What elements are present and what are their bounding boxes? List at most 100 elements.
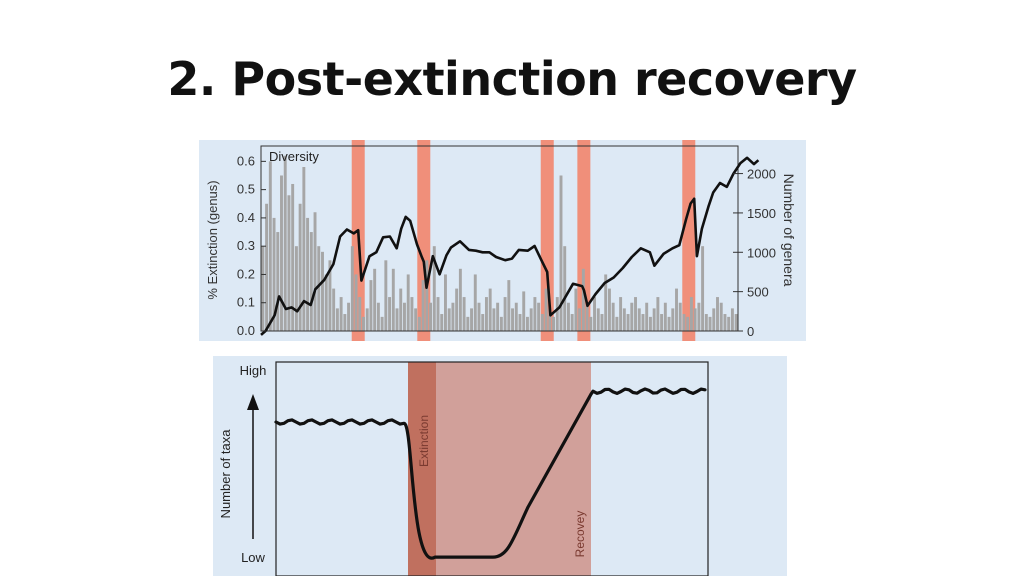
extinction-bar xyxy=(432,246,436,331)
right-tick-label: 0 xyxy=(747,324,754,339)
extinction-bar xyxy=(611,302,615,331)
extinction-bar xyxy=(507,280,511,331)
extinction-bar xyxy=(619,297,623,331)
extinction-bar xyxy=(462,297,466,331)
extinction-bar xyxy=(566,302,570,331)
extinction-event-band xyxy=(682,140,696,341)
extinction-bar xyxy=(440,314,444,331)
extinction-bar xyxy=(518,314,522,331)
right-tick-label: 500 xyxy=(747,285,769,300)
extinction-bar xyxy=(604,274,608,331)
extinction-bar xyxy=(380,316,384,331)
extinction-bar xyxy=(268,161,272,331)
extinction-bar xyxy=(272,217,276,331)
extinction-bar xyxy=(712,308,716,331)
extinction-bar xyxy=(730,308,734,331)
right-tick-label: 1000 xyxy=(747,245,776,260)
extinction-bar xyxy=(701,246,705,331)
extinction-bar xyxy=(470,308,474,331)
extinction-bar xyxy=(354,274,358,331)
extinction-bar xyxy=(492,308,496,331)
extinction-label: Extinction xyxy=(417,415,431,467)
y-axis-label: Number of taxa xyxy=(218,429,233,519)
extinction-bar xyxy=(488,288,492,331)
extinction-bar xyxy=(615,316,619,331)
extinction-bar xyxy=(499,316,503,331)
extinction-bar xyxy=(555,297,559,331)
extinction-bar xyxy=(663,302,667,331)
extinction-bar xyxy=(708,316,712,331)
schematic-svg: High Low Number of taxa Extinction Recov… xyxy=(213,356,787,577)
extinction-bar xyxy=(283,155,287,331)
extinction-bar xyxy=(675,288,678,331)
extinction-bar xyxy=(660,314,664,331)
right-tick-label: 2000 xyxy=(747,167,776,182)
extinction-bar xyxy=(671,308,675,331)
extinction-bar xyxy=(369,280,373,331)
extinction-bar xyxy=(414,308,418,331)
extinction-bar xyxy=(429,302,433,331)
extinction-bar xyxy=(287,195,291,331)
left-tick-label: 0.1 xyxy=(237,295,255,310)
extinction-bar xyxy=(593,297,596,331)
extinction-bar xyxy=(682,314,686,331)
extinction-bar xyxy=(693,308,697,331)
extinction-bar xyxy=(444,274,447,331)
extinction-bar xyxy=(410,297,414,331)
extinction-bar xyxy=(570,314,574,331)
right-tick-label: 1500 xyxy=(747,206,776,221)
extinction-bar xyxy=(626,314,630,331)
extinction-bar xyxy=(678,302,682,331)
extinction-bar xyxy=(634,297,637,331)
extinction-event-band xyxy=(577,140,591,341)
extinction-bar xyxy=(335,308,339,331)
extinction-bar xyxy=(309,232,313,331)
extinction-bar xyxy=(388,297,392,331)
extinction-bar xyxy=(529,308,533,331)
extinction-bar xyxy=(637,308,641,331)
extinction-bar xyxy=(261,246,265,331)
extinction-bar xyxy=(645,302,649,331)
extinction-bar xyxy=(324,274,328,331)
taxa-curve xyxy=(274,387,707,560)
extinction-bar xyxy=(395,308,399,331)
extinction-bar xyxy=(436,297,440,331)
extinction-bar xyxy=(425,260,429,331)
extinction-bar xyxy=(704,314,708,331)
extinction-bar xyxy=(376,302,380,331)
extinction-bar xyxy=(477,302,481,331)
extinction-bar xyxy=(265,203,269,331)
extinction-bar xyxy=(514,302,518,331)
extinction-bar xyxy=(686,316,690,331)
extinction-bar xyxy=(578,308,582,331)
extinction-bar xyxy=(447,308,451,331)
extinction-bar xyxy=(391,268,395,331)
y-tick-high: High xyxy=(240,363,267,378)
extinction-bar xyxy=(581,268,585,331)
extinction-bar xyxy=(473,274,477,331)
extinction-bar xyxy=(458,268,462,331)
extinction-bar xyxy=(403,302,406,331)
extinction-bar xyxy=(525,316,529,331)
extinction-bar xyxy=(417,316,421,331)
extinction-event-band xyxy=(540,140,554,341)
extinction-bar xyxy=(716,297,719,331)
extinction-bar xyxy=(466,316,470,331)
extinction-bar xyxy=(563,246,567,331)
extinction-bar xyxy=(481,314,485,331)
extinction-bar xyxy=(339,297,343,331)
extinction-bar xyxy=(630,302,634,331)
up-arrow-icon xyxy=(247,394,259,410)
extinction-bar xyxy=(552,316,555,331)
right-axis-label: Number of genera xyxy=(781,174,797,287)
extinction-bar xyxy=(503,297,507,331)
extinction-bar xyxy=(522,291,526,331)
extinction-bar xyxy=(399,288,403,331)
extinction-bar xyxy=(641,314,645,331)
extinction-bar xyxy=(537,302,541,331)
extinction-bar xyxy=(276,232,280,331)
extinction-bar xyxy=(548,308,552,331)
recovery-phase-band xyxy=(408,362,591,576)
extinction-bar xyxy=(540,314,544,331)
extinction-bar xyxy=(511,308,515,331)
